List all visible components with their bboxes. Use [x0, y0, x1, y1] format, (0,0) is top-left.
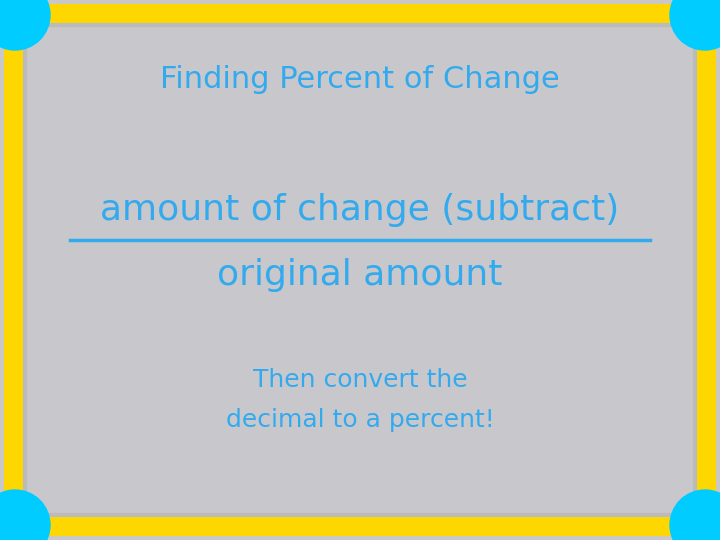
FancyBboxPatch shape [25, 25, 695, 515]
Circle shape [0, 490, 50, 540]
Text: amount of change (subtract): amount of change (subtract) [100, 193, 620, 227]
Circle shape [670, 0, 720, 50]
Text: decimal to a percent!: decimal to a percent! [225, 408, 495, 432]
Circle shape [0, 0, 50, 50]
Text: original amount: original amount [217, 258, 503, 292]
Circle shape [670, 490, 720, 540]
Text: Finding Percent of Change: Finding Percent of Change [160, 65, 560, 94]
Text: Then convert the: Then convert the [253, 368, 467, 392]
